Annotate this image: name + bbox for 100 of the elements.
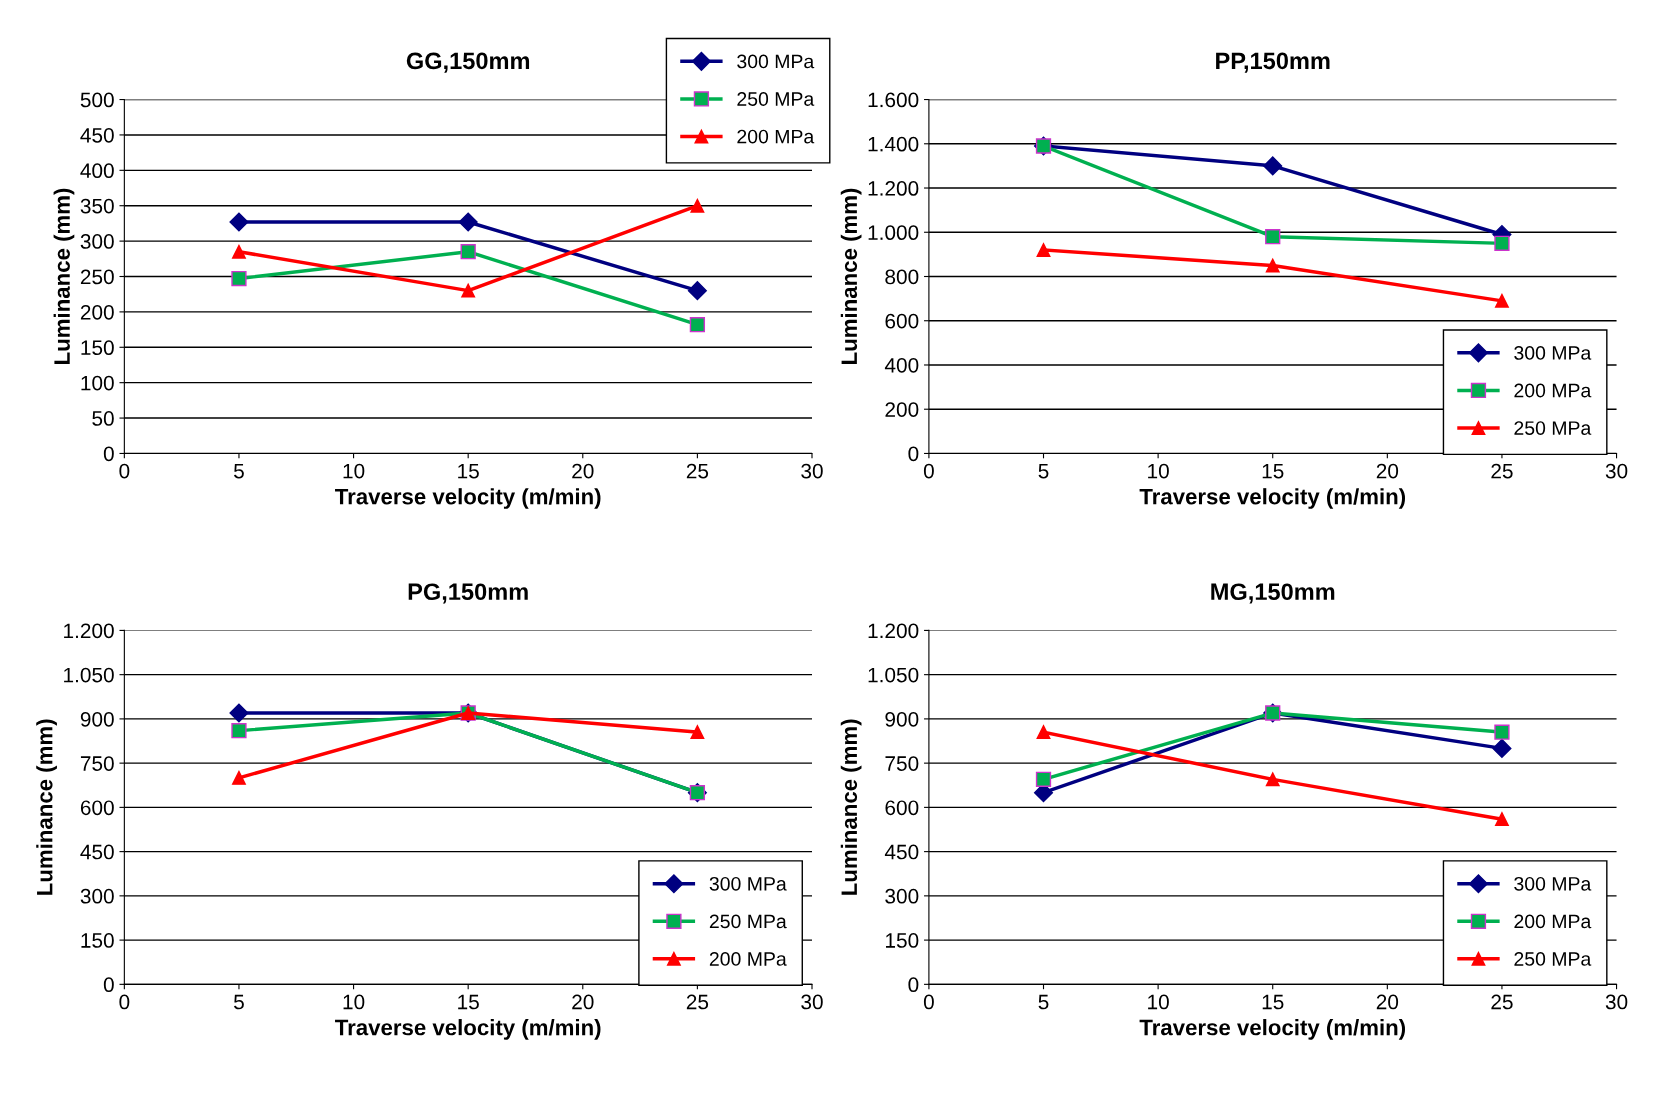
y-tick-label: 0 (103, 977, 114, 993)
point (1036, 243, 1051, 257)
point (229, 212, 249, 232)
x-tick-label: 15 (1262, 463, 1284, 479)
legend-label: 250 MPa (737, 92, 815, 106)
legend-label: 300 MPa (737, 54, 815, 69)
y-tick-label: 1.000 (868, 225, 919, 241)
y-tick-label: 0 (908, 977, 919, 993)
x-tick-label: 0 (923, 463, 934, 479)
y-tick-label: 0 (103, 446, 114, 462)
point (232, 244, 246, 259)
y-axis-title: Luminance (mm) (53, 188, 75, 364)
x-tick-label: 15 (1262, 994, 1284, 1010)
x-tick-label: 15 (458, 463, 479, 479)
y-tick-label: 1.050 (868, 667, 919, 683)
chart-title: GG,150mm (406, 52, 530, 73)
y-tick-label: 200 (885, 402, 919, 417)
point (689, 316, 706, 333)
point (1494, 812, 1509, 827)
y-tick-label: 1.200 (868, 623, 919, 639)
chart-title: PP,150mm (1216, 52, 1330, 73)
legend-label: 200 MPa (1514, 914, 1592, 929)
y-tick-label: 300 (885, 888, 919, 904)
y-tick-label: 1.400 (868, 136, 919, 152)
point (690, 725, 705, 740)
y-tick-label: 350 (80, 198, 114, 214)
point (1492, 738, 1512, 758)
y-tick-label: 450 (80, 127, 114, 143)
point (1265, 258, 1280, 273)
x-tick-label: 10 (1148, 994, 1169, 1010)
x-tick-label: 20 (1376, 994, 1399, 1010)
y-tick-label: 750 (885, 756, 919, 771)
legend-label: 300 MPa (709, 876, 787, 891)
y-tick-label: 450 (884, 844, 919, 860)
y-axis-title: Luminance (mm) (840, 719, 862, 895)
x-axis-title: Traverse velocity (m/min) (335, 488, 601, 509)
x-tick-label: 25 (1491, 994, 1513, 1010)
y-tick-label: 450 (80, 844, 114, 860)
y-axis-title: Luminance (mm) (36, 719, 57, 895)
y-tick-label: 400 (80, 163, 114, 179)
x-tick-label: 0 (119, 463, 130, 479)
y-tick-label: 900 (885, 711, 919, 727)
point (1494, 724, 1510, 740)
y-tick-label: 300 (80, 888, 114, 904)
y-tick-label: 1.600 (868, 92, 919, 108)
y-axis-title: Luminance (mm) (840, 188, 862, 364)
legend-label: 250 MPa (1514, 421, 1592, 435)
x-tick-label: 20 (1376, 463, 1399, 479)
legend-label: 300 MPa (1514, 876, 1592, 891)
y-tick-label: 500 (80, 92, 114, 108)
x-axis-title: Traverse velocity (m/min) (1139, 1019, 1406, 1040)
point (460, 244, 476, 260)
y-tick-label: 900 (80, 711, 114, 727)
x-tick-label: 10 (343, 463, 365, 479)
y-tick-label: 0 (908, 446, 919, 462)
x-tick-label: 25 (686, 994, 709, 1010)
y-tick-label: 1.200 (64, 623, 114, 639)
point (690, 198, 705, 213)
point (1035, 771, 1052, 788)
x-tick-label: 0 (923, 994, 934, 1010)
y-tick-label: 600 (80, 800, 114, 816)
y-tick-label: 150 (886, 933, 919, 948)
x-tick-label: 0 (119, 994, 130, 1010)
x-tick-label: 5 (234, 463, 244, 479)
legend-label: 200 MPa (709, 952, 787, 966)
legend-label: 250 MPa (1514, 952, 1592, 966)
x-tick-label: 20 (572, 463, 594, 479)
point (1265, 772, 1280, 787)
x-tick-label: 10 (343, 994, 365, 1010)
y-tick-label: 1.200 (868, 181, 919, 196)
y-tick-label: 1.050 (64, 667, 114, 683)
point (1494, 235, 1510, 251)
legend-label: 250 MPa (709, 914, 787, 929)
point (232, 770, 246, 785)
point (687, 281, 707, 301)
x-tick-label: 30 (801, 994, 823, 1010)
x-tick-label: 15 (458, 994, 479, 1010)
x-tick-label: 30 (801, 463, 823, 479)
y-tick-label: 600 (885, 313, 919, 329)
y-tick-label: 300 (80, 234, 114, 249)
y-tick-label: 100 (81, 375, 114, 391)
point (229, 703, 249, 723)
x-axis-title: Traverse velocity (m/min) (335, 1019, 601, 1040)
y-tick-label: 750 (80, 756, 114, 771)
x-tick-label: 30 (1605, 994, 1628, 1010)
point (231, 723, 247, 739)
point (461, 283, 476, 298)
x-tick-label: 25 (686, 463, 709, 479)
y-tick-label: 400 (884, 357, 919, 373)
y-tick-label: 50 (92, 411, 114, 426)
chart-title: MG,150mm (1211, 583, 1335, 604)
y-tick-label: 600 (885, 800, 919, 816)
y-tick-label: 250 (80, 269, 114, 285)
point (1036, 725, 1051, 740)
x-axis-title: Traverse velocity (m/min) (1139, 488, 1406, 509)
x-tick-label: 5 (1038, 463, 1049, 479)
point (1494, 293, 1509, 308)
y-tick-label: 200 (80, 304, 114, 320)
y-tick-label: 800 (885, 269, 919, 285)
legend-label: 200 MPa (1514, 383, 1592, 398)
